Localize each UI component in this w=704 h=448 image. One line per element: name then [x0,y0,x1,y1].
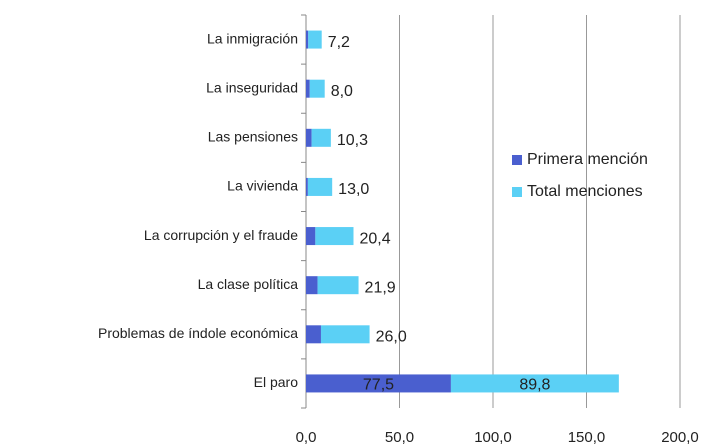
data-label: 7,2 [328,34,350,51]
bar [306,325,321,344]
y-tick-label: La inseguridad [206,79,298,95]
x-tick-label: 50,0 [385,429,414,446]
bar [311,128,331,147]
data-label: 89,8 [519,377,550,394]
data-label: 26,0 [376,329,407,346]
bar [306,276,318,295]
x-tick-label: 200,0 [661,429,699,446]
bar [307,177,333,196]
y-tick-label: Las pensiones [208,129,298,145]
data-label: 77,5 [363,377,394,394]
x-tick-label: 100,0 [474,429,512,446]
bar [317,276,359,295]
y-tick-label: Problemas de índole económica [98,325,298,341]
legend-label: Total menciones [527,183,643,200]
data-label: 20,4 [359,230,390,247]
bar [309,79,325,98]
bar [315,227,354,246]
y-tick-label: El paro [254,374,299,390]
data-label: 8,0 [331,83,353,100]
bar [450,374,619,393]
legend-label: Primera mención [527,151,648,168]
bar [306,30,309,49]
legend-swatch [512,155,522,165]
x-tick-label: 0,0 [296,429,317,446]
data-label: 13,0 [338,181,369,198]
data-label: 10,3 [337,132,368,149]
bar [306,177,308,196]
bar [306,128,312,147]
data-label: 21,9 [365,279,396,296]
x-tick-label: 150,0 [568,429,606,446]
y-tick-label: La corrupción y el fraude [144,227,298,243]
bar [306,79,310,98]
bar [306,227,316,246]
bar [308,30,322,49]
y-tick-label: La vivienda [227,178,298,194]
y-tick-label: La inmigración [207,30,298,46]
bar [320,325,370,344]
bar [306,374,451,393]
legend-swatch [512,187,522,197]
y-tick-label: La clase política [198,276,299,292]
